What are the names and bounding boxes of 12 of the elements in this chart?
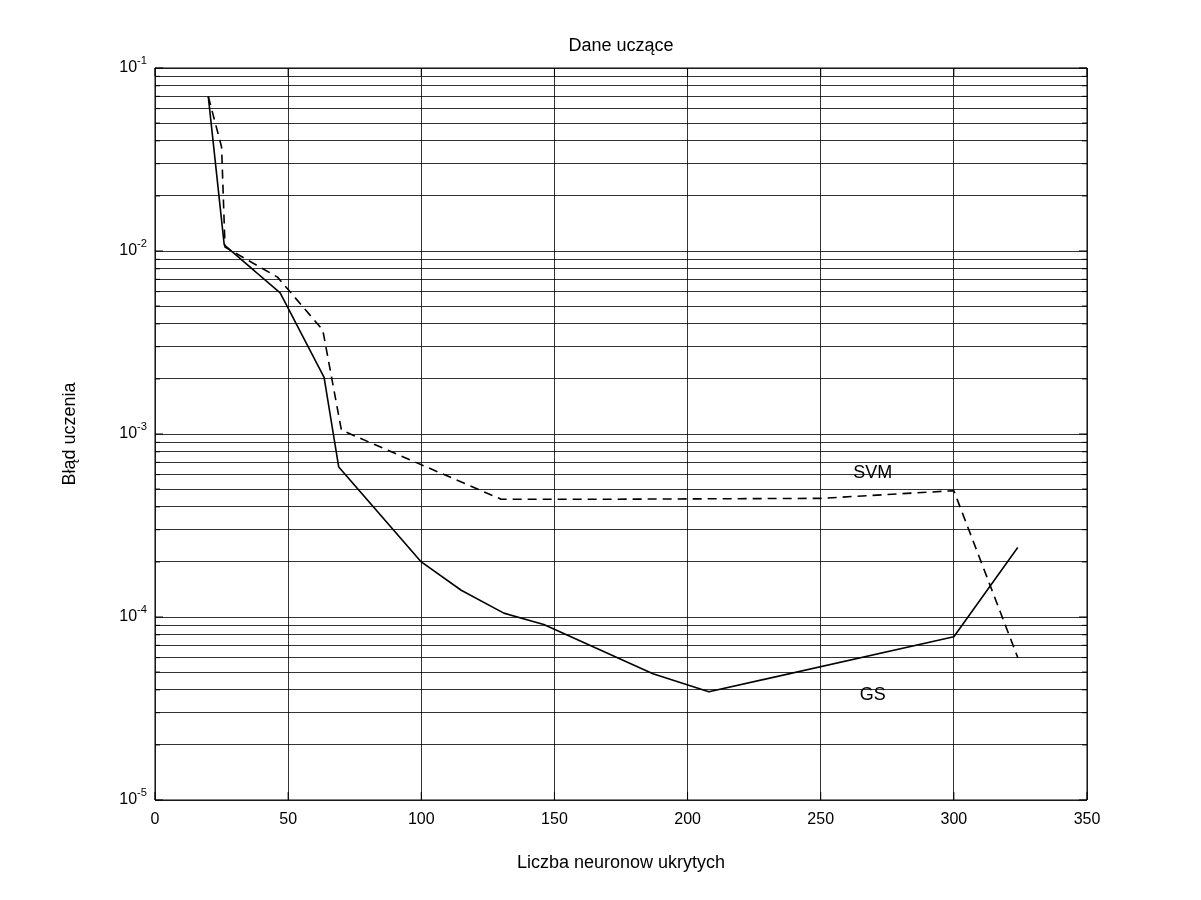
x-tick-label: 0: [150, 810, 160, 828]
series-label: GS: [859, 683, 886, 704]
y-axis-title: Błąd uczenia: [58, 381, 79, 486]
x-tick-label: 300: [940, 810, 968, 828]
x-tick-label: 350: [1073, 810, 1101, 828]
x-tick-label: 200: [674, 810, 702, 828]
x-tick-label: 150: [541, 810, 568, 828]
x-axis-title: Liczba neuronow ukrytych: [516, 851, 726, 872]
x-tick-label: 250: [807, 810, 835, 828]
x-tick-label: 50: [279, 810, 298, 828]
chart-title: Dane uczące: [568, 34, 674, 55]
x-tick-label: 100: [407, 810, 435, 828]
